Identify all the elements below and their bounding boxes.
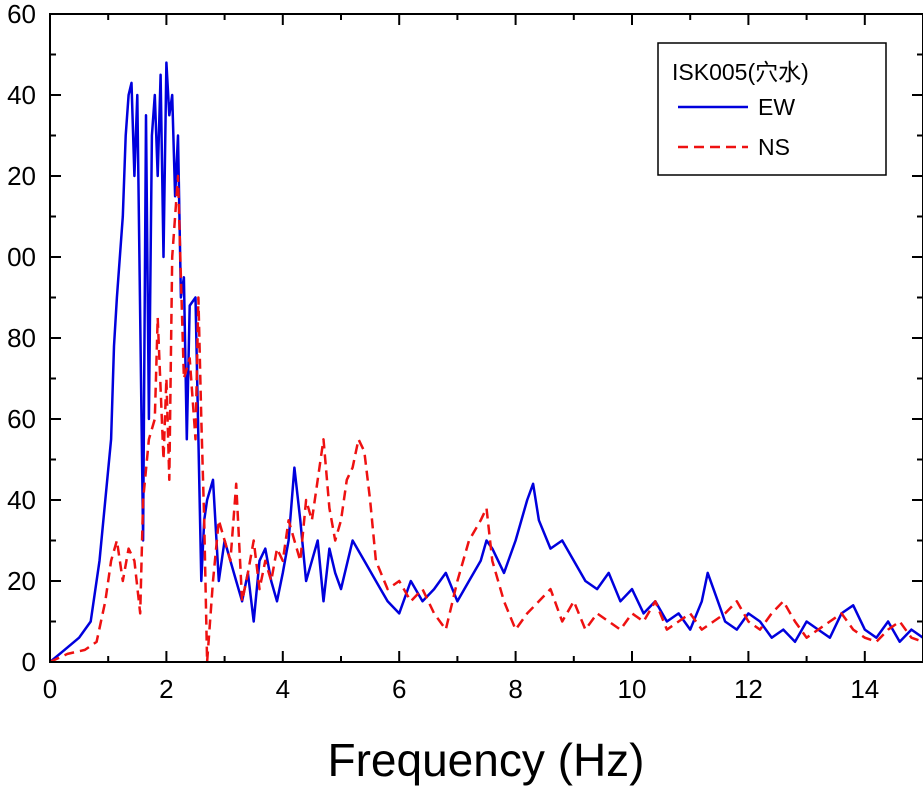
legend: ISK005(穴水) EW NS [657,42,887,176]
x-tick-label: 10 [618,674,647,704]
x-tick-label: 8 [508,674,522,704]
legend-box [657,42,887,176]
y-tick-label: 60 [7,0,36,29]
ew-series-layer [49,61,923,663]
x-axis-title: Frequency (Hz) [328,734,645,786]
x-tick-label: 12 [734,674,763,704]
x-tick-label: 14 [850,674,879,704]
legend-ew-label: EW [758,94,795,120]
x-tick-label: 4 [276,674,290,704]
axis-ticks [49,13,923,663]
y-tick-label: 20 [7,566,36,596]
legend-title: ISK005(穴水) [672,59,809,85]
y-tick-label: 80 [7,323,36,353]
y-tick-label: 0 [22,647,36,677]
series-line-ns [49,174,923,664]
y-tick-labels: 0 20 40 60 80 00 20 40 60 [7,0,36,677]
x-tick-labels: 0 2 4 6 8 10 12 14 [43,674,879,704]
series-line-ew [49,61,923,663]
x-tick-label: 2 [159,674,173,704]
y-tick-label: 40 [7,485,36,515]
x-tick-label: 6 [392,674,406,704]
x-tick-label: 0 [43,674,57,704]
y-tick-label: 00 [7,242,36,272]
ns-series-layer [49,174,923,664]
plot-area [49,61,923,664]
y-tick-label: 20 [7,161,36,191]
y-tick-label: 60 [7,404,36,434]
y-tick-label: 40 [7,80,36,110]
legend-ns-label: NS [758,134,790,160]
